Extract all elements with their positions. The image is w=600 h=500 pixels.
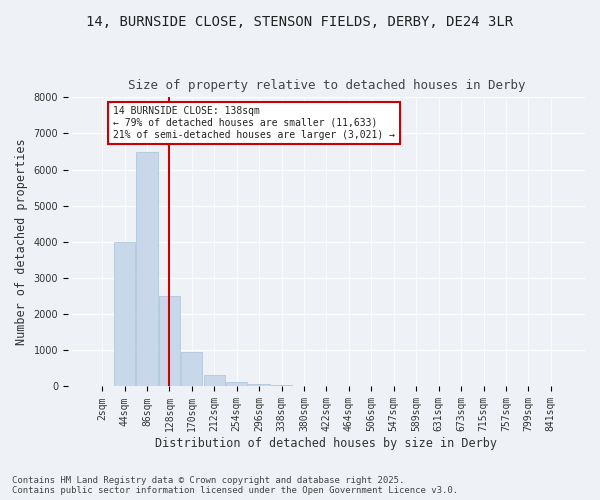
Bar <box>136 152 158 386</box>
Bar <box>159 296 180 386</box>
Title: Size of property relative to detached houses in Derby: Size of property relative to detached ho… <box>128 79 525 92</box>
Bar <box>114 242 135 386</box>
Bar <box>226 382 247 386</box>
Bar <box>248 384 270 386</box>
Text: 14 BURNSIDE CLOSE: 138sqm
← 79% of detached houses are smaller (11,633)
21% of s: 14 BURNSIDE CLOSE: 138sqm ← 79% of detac… <box>113 106 395 140</box>
X-axis label: Distribution of detached houses by size in Derby: Distribution of detached houses by size … <box>155 437 497 450</box>
Text: 14, BURNSIDE CLOSE, STENSON FIELDS, DERBY, DE24 3LR: 14, BURNSIDE CLOSE, STENSON FIELDS, DERB… <box>86 15 514 29</box>
Text: Contains HM Land Registry data © Crown copyright and database right 2025.
Contai: Contains HM Land Registry data © Crown c… <box>12 476 458 495</box>
Y-axis label: Number of detached properties: Number of detached properties <box>15 138 28 345</box>
Bar <box>181 352 202 386</box>
Bar <box>203 374 225 386</box>
